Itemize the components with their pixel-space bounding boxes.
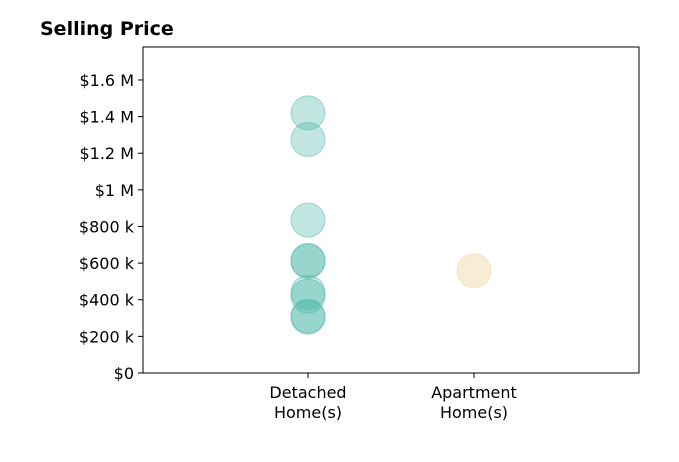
data-point — [290, 278, 326, 314]
data-point — [456, 253, 492, 289]
y-tick-label: $800 k — [79, 217, 135, 236]
data-points — [290, 95, 492, 335]
data-point — [290, 243, 326, 279]
y-tick-label: $600 k — [79, 254, 135, 273]
data-point — [290, 121, 326, 157]
data-point — [290, 202, 326, 238]
y-tick-label: $1.4 M — [79, 108, 134, 127]
x-axis: Detached Home(s) Apartment Home(s) — [269, 373, 517, 422]
y-axis: $0 $200 k $400 k $600 k $800 k $1 M $1.2 M $1.4… — [79, 71, 143, 383]
y-tick-label: $1 M — [95, 181, 134, 200]
chart-title: Selling Price — [40, 18, 174, 40]
y-tick-label: $0 — [114, 364, 134, 383]
data-point — [290, 299, 326, 335]
y-tick-label: $1.2 M — [79, 144, 134, 163]
plot-frame — [142, 46, 640, 374]
x-tick-label: Apartment Home(s) — [431, 383, 517, 422]
data-point — [290, 95, 326, 131]
x-tick-label: Detached Home(s) — [269, 383, 346, 422]
y-tick-label: $1.6 M — [79, 71, 134, 90]
y-tick-label: $200 k — [79, 327, 135, 346]
y-tick-label: $400 k — [79, 291, 135, 310]
